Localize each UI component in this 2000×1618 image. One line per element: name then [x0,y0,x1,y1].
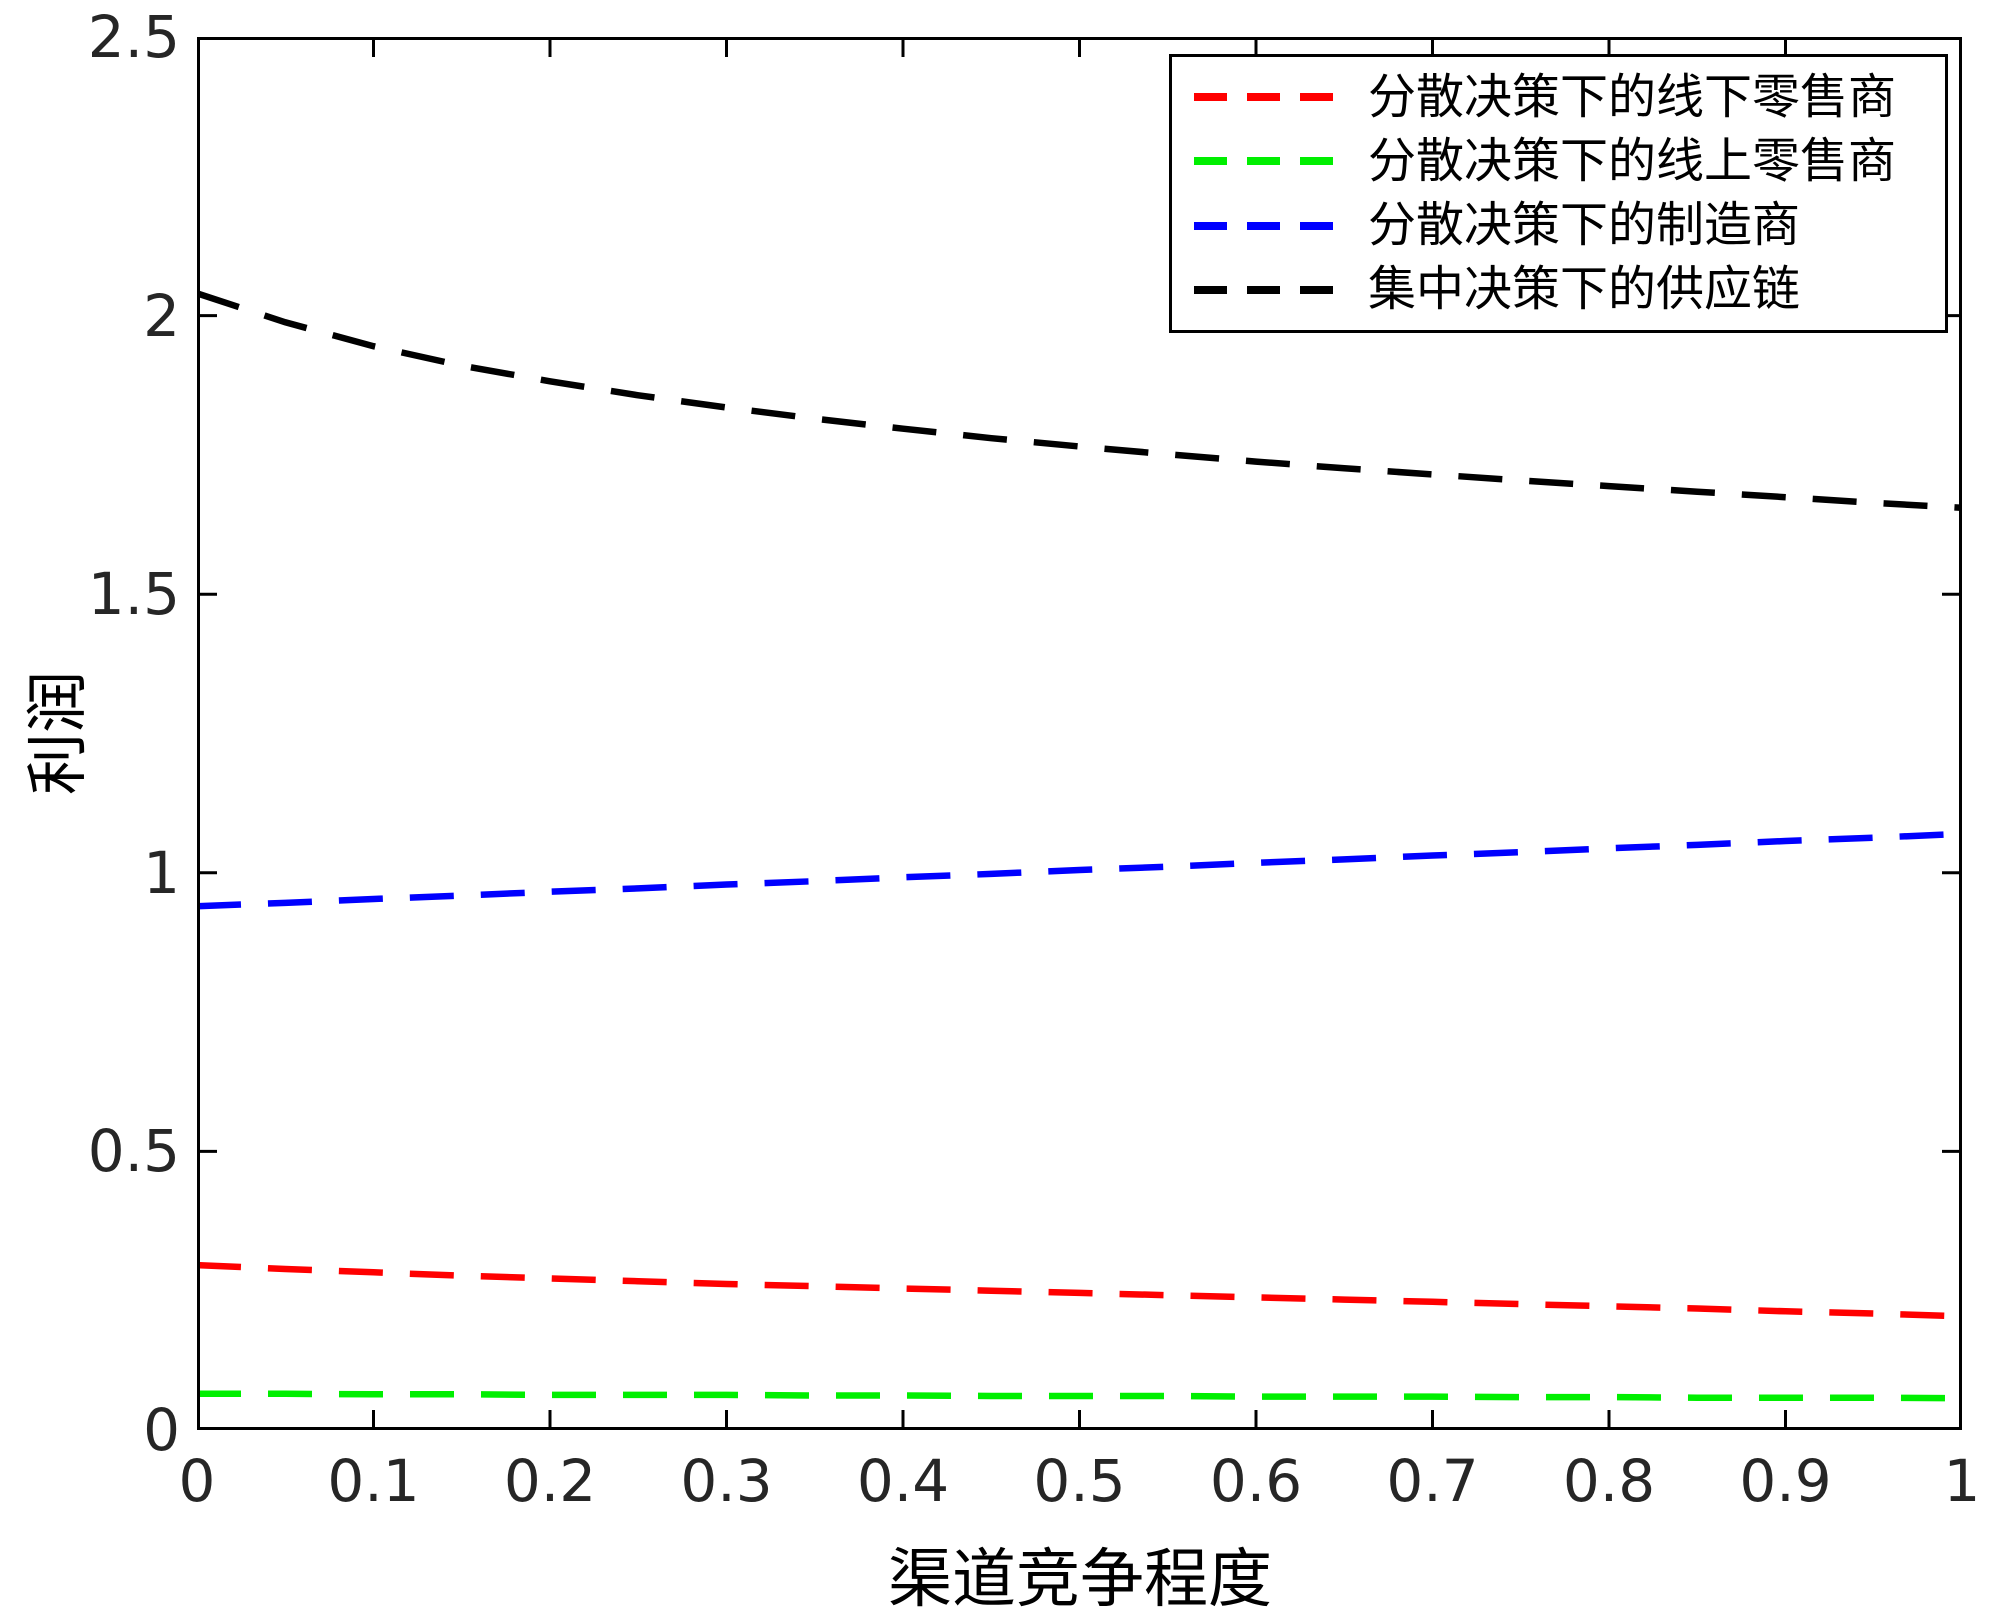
axes-box [197,37,1962,1430]
plot-area [197,37,1962,1430]
legend-line-sample [1194,221,1346,230]
legend-item: 分散决策下的线上零售商 [1194,135,1935,188]
x-tick-label: 0 [178,1447,216,1515]
legend-label: 分散决策下的线下零售商 [1368,68,1897,125]
series-line-3 [197,290,1962,512]
y-tick-label: 1.5 [87,560,180,629]
legend-label: 分散决策下的线上零售商 [1368,132,1897,189]
legend-label: 集中决策下的供应链 [1368,261,1801,318]
y-axis-label: 利润 [21,670,94,796]
legend-item: 集中决策下的供应链 [1194,263,1935,316]
axis-ticks [197,37,1962,1430]
legend-item: 分散决策下的制造商 [1194,199,1935,252]
legend-label: 分散决策下的制造商 [1368,197,1801,254]
x-axis-label: 渠道竞争程度 [888,1543,1272,1617]
x-tick-label: 0.6 [1209,1447,1303,1515]
x-tick-label: 0.3 [680,1447,773,1515]
y-tick-label: 2.5 [87,3,180,71]
x-tick-label: 0.4 [856,1447,950,1515]
series-line-0 [197,1261,1962,1320]
x-tick-label: 0.8 [1562,1447,1656,1515]
legend-line-sample [1194,157,1346,166]
y-tick-label: 0.5 [87,1117,180,1186]
y-tick-label: 2 [143,281,180,350]
x-tick-label: 0.1 [327,1447,420,1515]
legend-item: 分散决策下的线下零售商 [1194,68,1935,125]
series-line-1 [197,1390,1962,1402]
x-tick-label: 0.7 [1386,1447,1479,1515]
legend-line-sample [1194,285,1346,294]
y-tick-label: 0 [143,1396,180,1464]
x-tick-label: 0.5 [1033,1447,1126,1515]
series-line-2 [197,830,1962,910]
x-tick-label: 0.9 [1739,1447,1832,1515]
series-lines [197,290,1962,1402]
y-tick-label: 1 [143,838,180,907]
legend-line-sample [1194,93,1346,102]
x-tick-label: 0.2 [503,1447,597,1515]
x-tick-label: 1 [1943,1447,1981,1515]
legend: 分散决策下的线下零售商 分散决策下的线上零售商 分散决策下的制造商 集中决策下的供应链 [1169,54,1948,333]
